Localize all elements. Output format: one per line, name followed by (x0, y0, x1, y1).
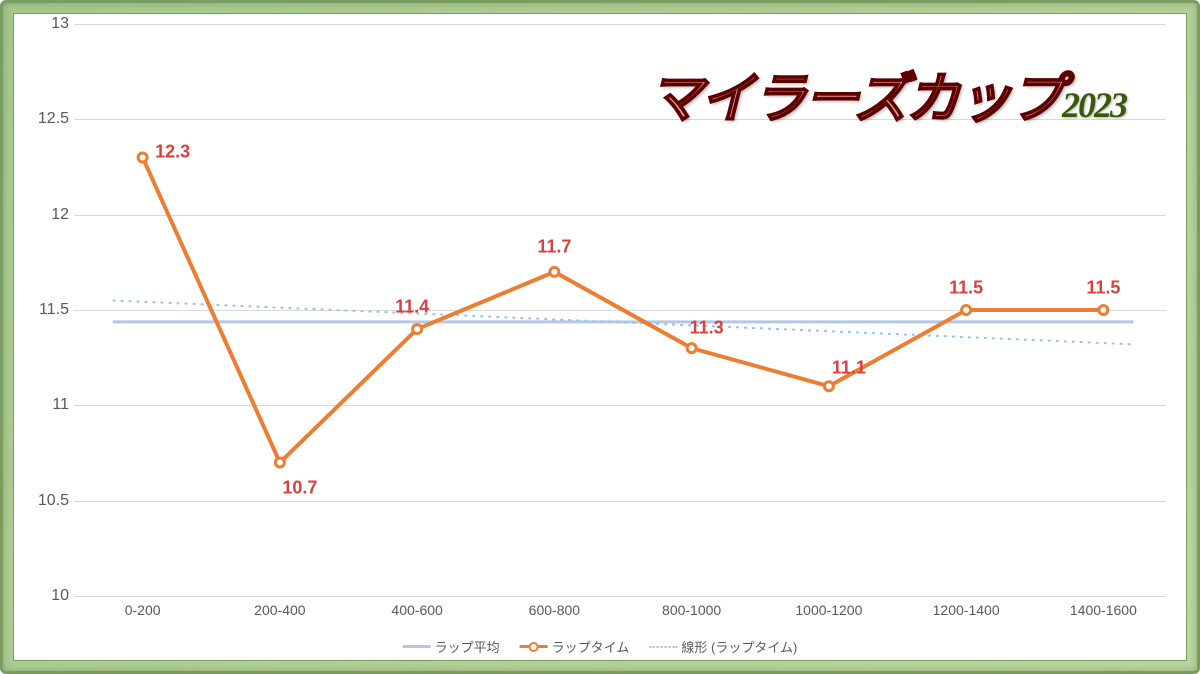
legend-label-avg: ラップ平均 (435, 637, 500, 656)
legend-item-avg: ラップ平均 (403, 637, 500, 656)
chart-frame: 10 10.5 11 11.5 12 12.5 13 0-200 200-400 400-600… (0, 0, 1200, 674)
x-tick-label: 800-1000 (662, 602, 721, 618)
x-tick-label: 200-400 (254, 602, 305, 618)
legend-label-trend: 線形 (ラップタイム) (681, 637, 797, 656)
legend-swatch-avg (403, 645, 431, 648)
y-tick-label: 12.5 (29, 110, 69, 128)
chart-title: マイラーズカップ2023 (649, 54, 1126, 133)
data-label: 11.1 (832, 358, 866, 379)
legend-item-trend: 線形 (ラップタイム) (649, 637, 797, 656)
y-tick-label: 10 (29, 587, 69, 605)
laptime-marker (550, 267, 559, 276)
laptime-marker (687, 344, 696, 353)
legend-item-laptime: ラップタイム (520, 637, 630, 656)
x-tick-label: 1000-1200 (795, 602, 862, 618)
legend-swatch-laptime (520, 641, 548, 653)
gridline (74, 596, 1166, 597)
laptime-marker (413, 325, 422, 334)
x-tick-label: 0-200 (125, 602, 161, 618)
laptime-marker (962, 306, 971, 315)
data-label: 12.3 (155, 142, 190, 163)
laptime-marker (824, 382, 833, 391)
x-tick-label: 1200-1400 (933, 602, 1000, 618)
data-label: 11.7 (537, 236, 571, 257)
data-label: 11.5 (1086, 278, 1120, 299)
x-tick-label: 600-800 (529, 602, 580, 618)
laptime-marker (1099, 306, 1108, 315)
legend: ラップ平均 ラップタイム 線形 (ラップタイム) (403, 637, 798, 656)
laptime-line (143, 157, 1104, 462)
y-tick-label: 11 (29, 396, 69, 414)
plot-area: 1010.51111.51212.513 0-200200-400400-600… (74, 24, 1166, 590)
legend-label-laptime: ラップタイム (552, 637, 630, 656)
y-tick-label: 13 (29, 15, 69, 33)
chart-title-main: マイラーズカップ (649, 69, 1062, 129)
laptime-marker (138, 153, 147, 162)
chart-area: 10 10.5 11 11.5 12 12.5 13 0-200 200-400 400-600… (13, 13, 1187, 661)
laptime-marker (275, 458, 284, 467)
y-tick-label: 10.5 (29, 492, 69, 510)
y-tick-label: 12 (29, 206, 69, 224)
legend-swatch-trend (649, 646, 677, 648)
data-label: 11.5 (949, 278, 983, 299)
chart-title-year: 2023 (1062, 85, 1126, 125)
data-label: 11.3 (690, 318, 724, 339)
x-tick-label: 400-600 (391, 602, 442, 618)
y-tick-label: 11.5 (29, 301, 69, 319)
x-tick-label: 1400-1600 (1070, 602, 1137, 618)
data-label: 11.4 (395, 297, 429, 318)
data-label: 10.7 (282, 477, 317, 498)
